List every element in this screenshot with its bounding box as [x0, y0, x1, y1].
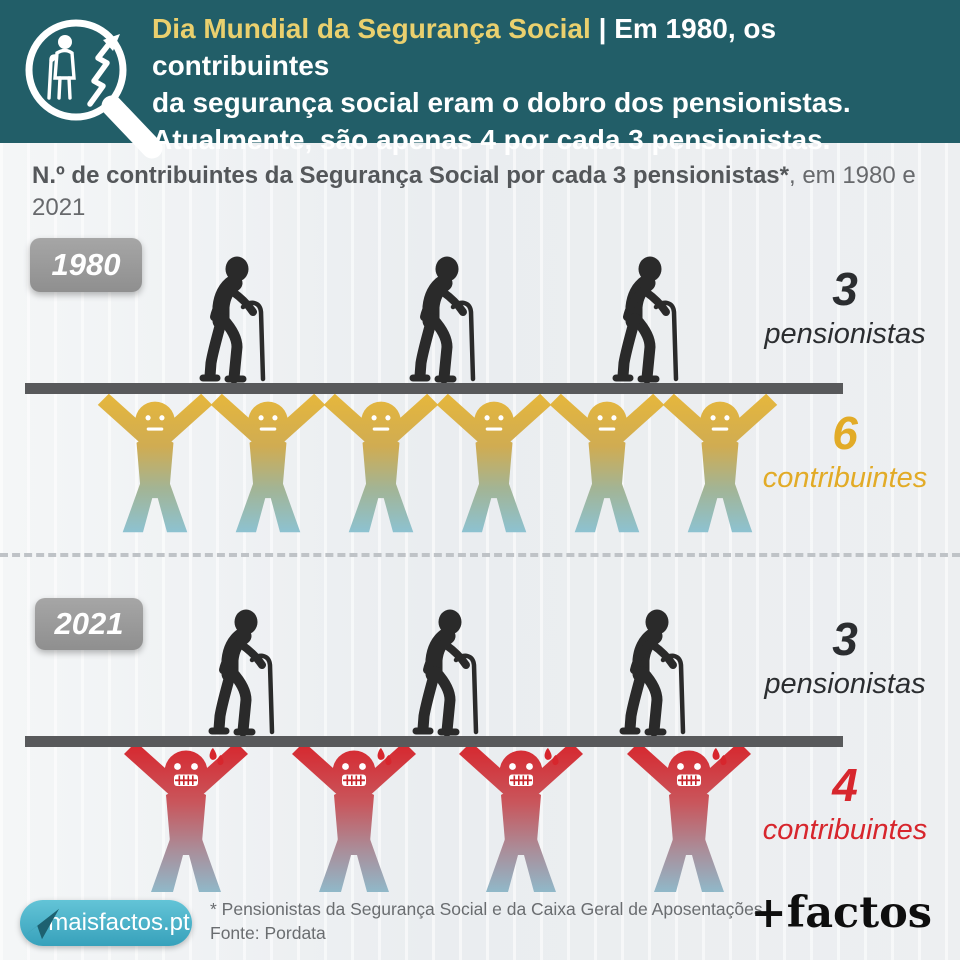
headline-line2: da segurança social eram o dobro dos pen…	[152, 87, 851, 118]
pensioners-count-2021: 3	[832, 613, 858, 665]
support-bar-1980	[25, 383, 843, 394]
chart-title-bold: N.º de contribuintes da Segurança Social…	[32, 162, 789, 189]
pensioner-icon	[390, 608, 490, 738]
contributor-neutral-icon	[323, 393, 439, 533]
contributor-angry-icon	[459, 742, 583, 892]
contributor-angry-icon	[292, 742, 416, 892]
year-badge-1980: 1980	[30, 238, 142, 292]
headline-line3: Atualmente, são apenas 4 por cada 3 pens…	[152, 124, 831, 155]
contributor-neutral-icon	[210, 393, 326, 533]
contributor-neutral-icon	[549, 393, 665, 533]
headline: Dia Mundial da Segurança Social | Em 198…	[152, 10, 952, 158]
cursor-arrow-icon	[24, 908, 60, 940]
headline-line1: Em 1980, os contribuintes	[152, 13, 777, 81]
year-badge-1980-label: 1980	[51, 247, 121, 282]
footnote-line2: Fonte: Pordata	[210, 923, 326, 943]
pensioner-icon	[186, 608, 286, 738]
contributors-count-2021: 4	[832, 759, 858, 811]
pensioner-icon	[590, 255, 690, 385]
site-link-badge[interactable]: maisfactos.pt	[20, 900, 192, 946]
contributors-label-1980: contribuintes	[762, 462, 928, 494]
pensioners-label-1980: pensionistas	[764, 318, 926, 350]
magnifier-elderly-trend-icon	[25, 19, 163, 159]
year-badge-2021: 2021	[35, 598, 143, 650]
chart-title: N.º de contribuintes da Segurança Social…	[32, 160, 937, 224]
headline-separator: |	[590, 13, 615, 44]
contributors-count-1980: 6	[832, 407, 858, 459]
pensioner-icon	[597, 608, 697, 738]
contributor-angry-icon	[627, 742, 751, 892]
pensioners-label-2021: pensionistas	[764, 668, 926, 700]
section-divider	[0, 553, 960, 557]
pensioner-icon	[177, 255, 277, 385]
footnote-line1: * Pensionistas da Segurança Social e da …	[210, 899, 768, 919]
support-bar-2021	[25, 736, 843, 747]
year-badge-2021-label: 2021	[54, 606, 124, 641]
pensioner-icon	[387, 255, 487, 385]
headline-highlight: Dia Mundial da Segurança Social	[152, 13, 591, 44]
contributor-neutral-icon	[97, 393, 213, 533]
contributor-neutral-icon	[436, 393, 552, 533]
contributors-label-2021: contribuintes	[762, 814, 928, 846]
chart-title-regular: , em 1980 e 2021	[32, 162, 916, 221]
pensioners-count-1980: 3	[832, 263, 858, 315]
footnote: * Pensionistas da Segurança Social e da …	[210, 897, 767, 945]
contributor-angry-icon	[124, 742, 248, 892]
site-link-label: maisfactos.pt	[48, 909, 190, 936]
header-banner: Dia Mundial da Segurança Social | Em 198…	[0, 0, 960, 155]
brand-logo: +factos	[750, 888, 932, 938]
